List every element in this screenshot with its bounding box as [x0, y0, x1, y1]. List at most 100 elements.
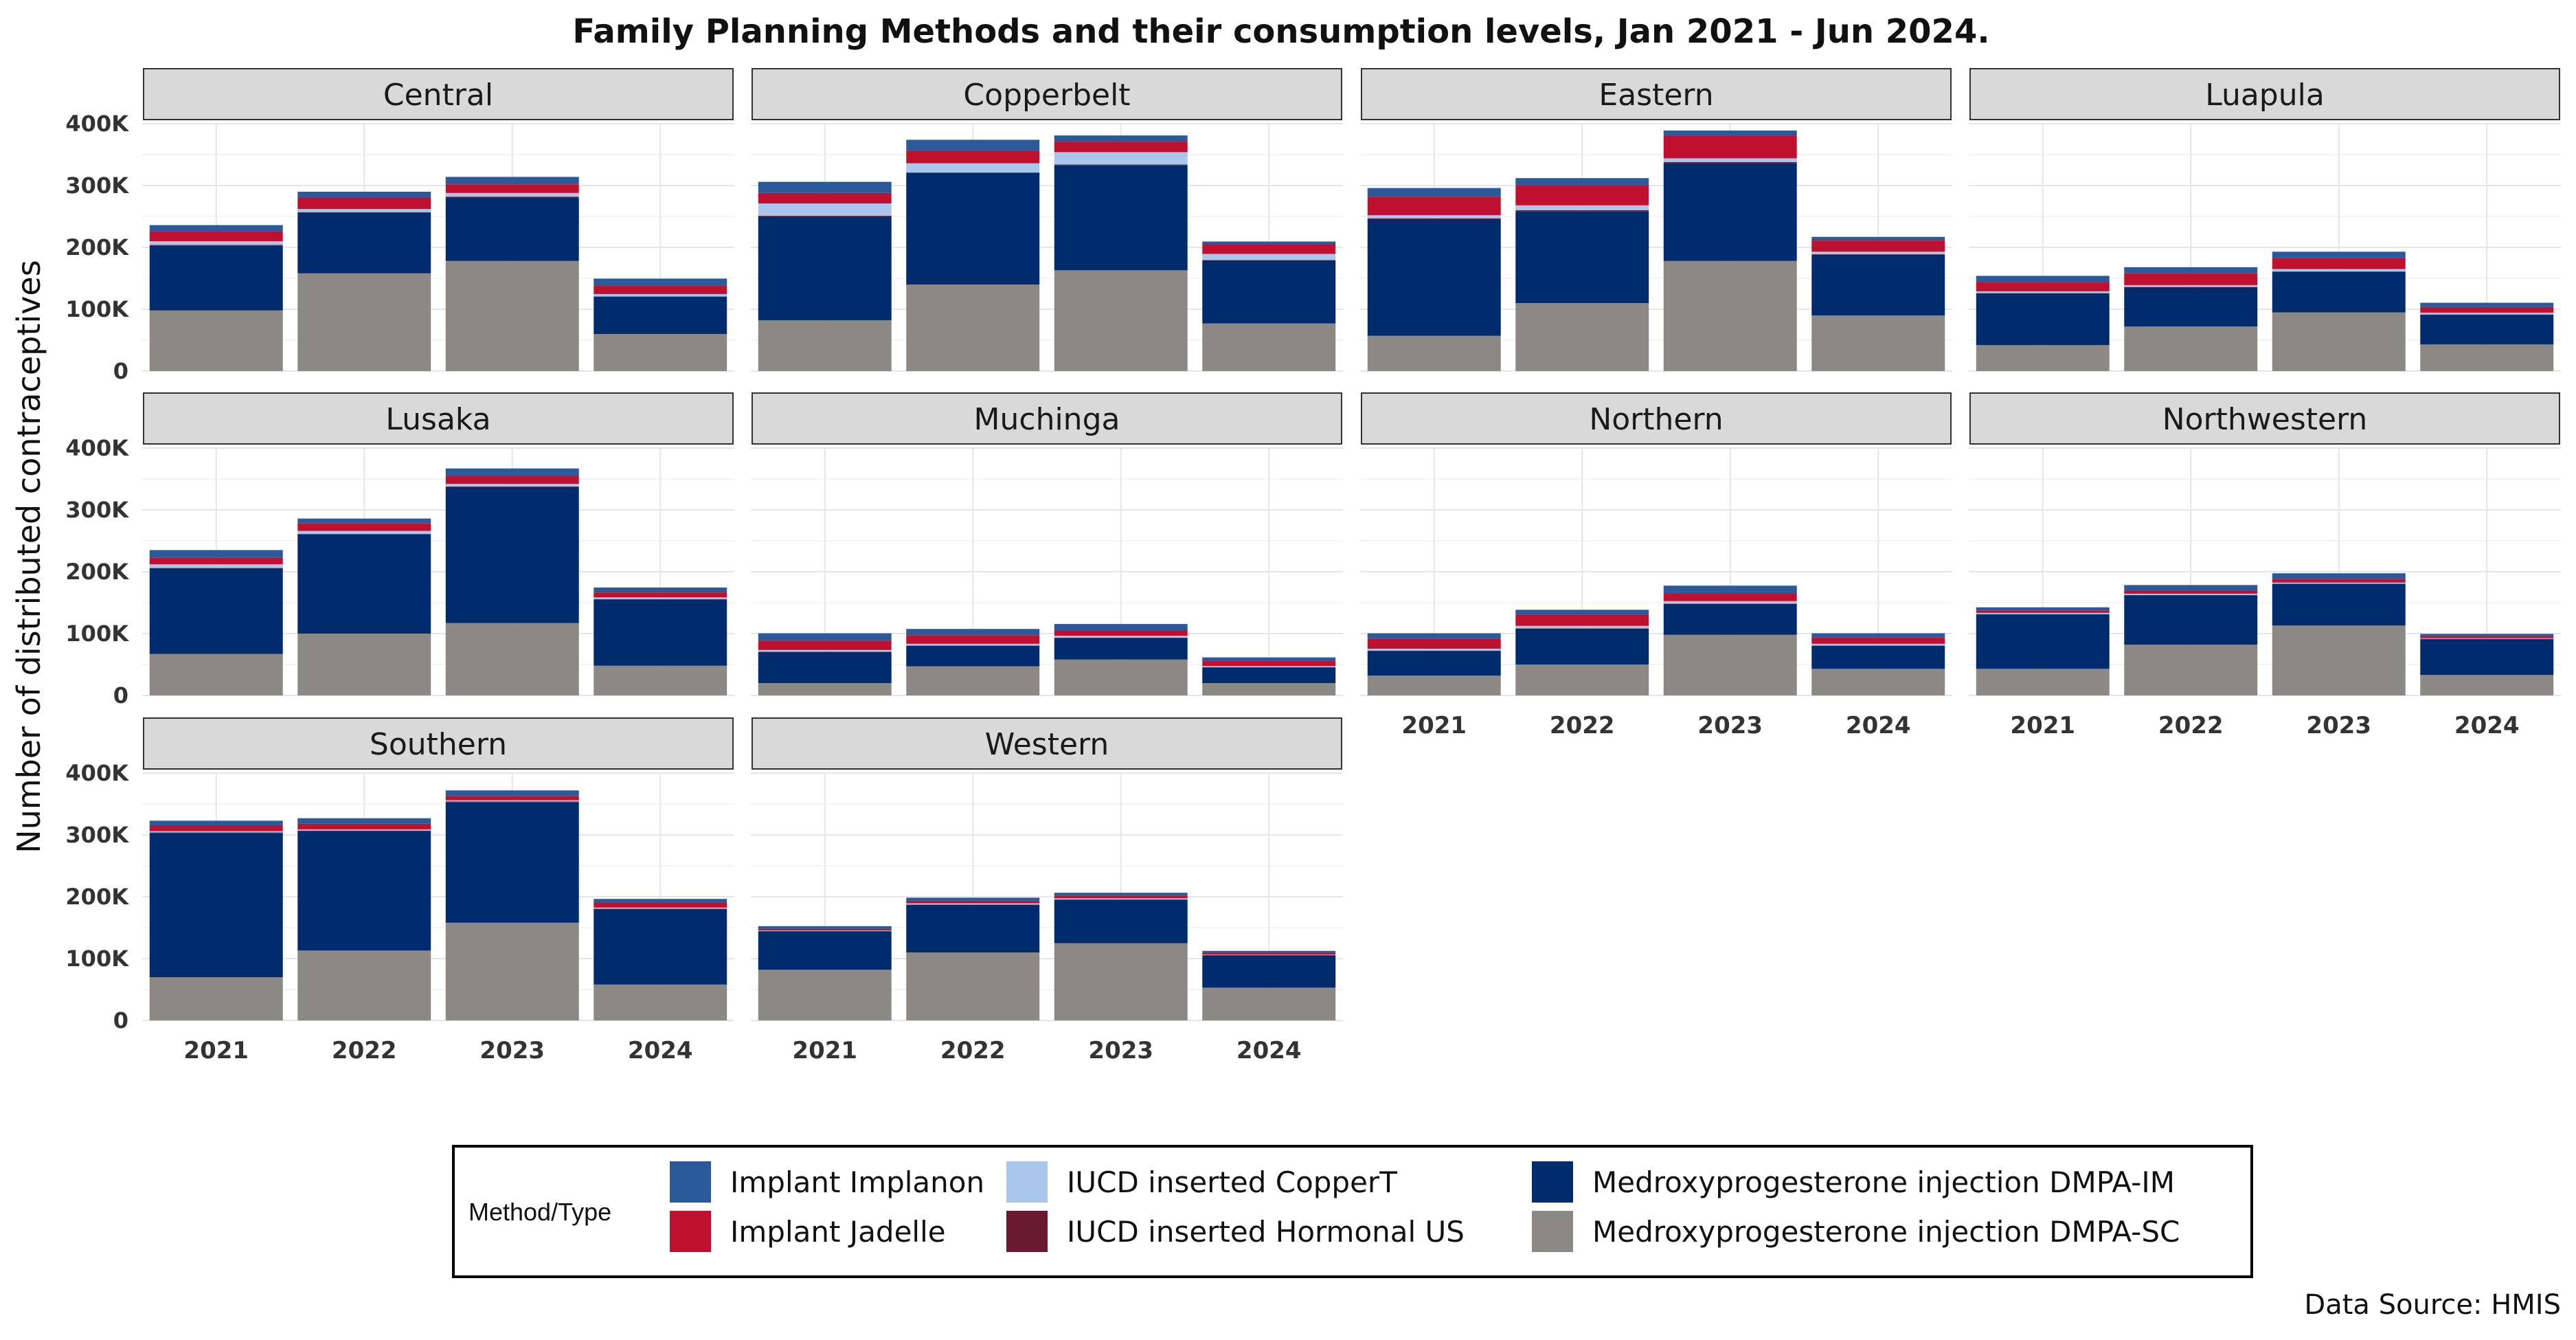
x-tick-label: 2021 — [183, 1037, 249, 1064]
panel-strip — [752, 68, 1342, 120]
bar-luapula-2022-medroxyprogesterone-injection-dmpa-sc — [2124, 326, 2258, 371]
bar-copperbelt-2021-medroxyprogesterone-injection-dmpa-im — [758, 216, 892, 321]
bar-northern-2022-medroxyprogesterone-injection-dmpa-sc — [1515, 665, 1649, 695]
y-tick-label: 400K — [65, 760, 129, 786]
panel-lusaka: Lusaka 0 100K 200K 300K 400K — [65, 392, 734, 708]
bar-central-2021-implant-implanon — [149, 225, 283, 232]
bar-eastern-2024-implant-jadelle — [1811, 241, 1945, 252]
bar-lusaka-2021-iucd-inserted-hormonal-us — [149, 568, 283, 569]
bar-northern-2024-implant-jadelle — [1811, 637, 1945, 644]
panel-strip — [752, 392, 1342, 445]
bar-lusaka-2022-implant-implanon — [297, 518, 431, 524]
bar-copperbelt-2022-iucd-inserted-coppert — [906, 163, 1040, 173]
bar-eastern-2021-implant-jadelle — [1367, 197, 1501, 216]
y-tick-label: 400K — [65, 111, 129, 137]
bar-central-2023-iucd-inserted-coppert — [445, 192, 579, 197]
bar-eastern-2023-iucd-inserted-coppert — [1663, 158, 1797, 162]
bar-lusaka-2023-medroxyprogesterone-injection-dmpa-sc — [445, 623, 579, 695]
bar-central-2023-implant-jadelle — [445, 184, 579, 193]
bar-copperbelt-2024-implant-implanon — [1202, 241, 1336, 245]
bar-copperbelt-2023-medroxyprogesterone-injection-dmpa-sc — [1054, 270, 1188, 371]
bar-muchinga-2024-implant-implanon — [1202, 657, 1336, 662]
bar-lusaka-2023-medroxyprogesterone-injection-dmpa-im — [445, 487, 579, 623]
x-tick-label: 2024 — [1236, 1037, 1302, 1064]
bar-northern-2021-medroxyprogesterone-injection-dmpa-im — [1367, 651, 1501, 676]
bar-central-2023-medroxyprogesterone-injection-dmpa-im — [445, 197, 579, 261]
bar-lusaka-2022-iucd-inserted-coppert — [297, 531, 431, 535]
bar-northwestern-2021-implant-jadelle — [1976, 610, 2110, 613]
bar-copperbelt-2022-implant-implanon — [906, 139, 1040, 151]
bar-central-2021-implant-jadelle — [149, 231, 283, 241]
bar-lusaka-2024-medroxyprogesterone-injection-dmpa-sc — [594, 665, 727, 695]
legend-key-medroxyprogesterone-injection-dmpa-sc — [1532, 1211, 1573, 1252]
bar-luapula-2023-medroxyprogesterone-injection-dmpa-sc — [2272, 312, 2406, 371]
bar-southern-2023-medroxyprogesterone-injection-dmpa-sc — [445, 922, 579, 1020]
bar-northern-2024-iucd-inserted-coppert — [1811, 643, 1945, 646]
bar-northern-2024-implant-implanon — [1811, 633, 1945, 638]
panels: Central 0 100K 200K 300K 400K Copperbelt Easter… — [65, 68, 2561, 1064]
bar-southern-2023-iucd-inserted-coppert — [445, 800, 579, 802]
bar-muchinga-2023-implant-implanon — [1054, 624, 1188, 631]
panel-southern: Southern 0 100K 200K 300K 400K 2021 2022 2023 202… — [65, 717, 734, 1064]
y-tick-label: 0 — [113, 358, 128, 384]
bar-muchinga-2022-implant-jadelle — [906, 635, 1040, 644]
bar-central-2021-iucd-inserted-coppert — [149, 241, 283, 245]
bar-southern-2024-implant-jadelle — [594, 902, 727, 908]
bar-luapula-2021-implant-jadelle — [1976, 282, 2110, 291]
bar-copperbelt-2024-medroxyprogesterone-injection-dmpa-sc — [1202, 323, 1336, 371]
panel-title: Luapula — [2205, 78, 2325, 113]
bar-northern-2022-medroxyprogesterone-injection-dmpa-im — [1515, 628, 1649, 665]
bar-northwestern-2022-iucd-inserted-coppert — [2124, 593, 2258, 595]
bar-western-2024-medroxyprogesterone-injection-dmpa-im — [1202, 955, 1336, 988]
legend-label-iucd-inserted-hormonal-us: IUCD inserted Hormonal US — [1067, 1215, 1465, 1249]
panel-strip — [143, 392, 734, 445]
bar-northwestern-2022-medroxyprogesterone-injection-dmpa-sc — [2124, 645, 2258, 695]
x-tick-label: 2022 — [332, 1037, 397, 1064]
bar-muchinga-2022-iucd-inserted-coppert — [906, 643, 1040, 646]
bar-central-2023-medroxyprogesterone-injection-dmpa-sc — [445, 260, 579, 371]
bar-western-2023-medroxyprogesterone-injection-dmpa-sc — [1054, 943, 1188, 1020]
bar-luapula-2024-medroxyprogesterone-injection-dmpa-sc — [2420, 344, 2554, 371]
bar-muchinga-2023-medroxyprogesterone-injection-dmpa-sc — [1054, 659, 1188, 695]
bar-southern-2021-iucd-inserted-hormonal-us — [149, 832, 283, 834]
bar-eastern-2023-medroxyprogesterone-injection-dmpa-im — [1663, 163, 1797, 261]
bar-copperbelt-2021-iucd-inserted-coppert — [758, 203, 892, 216]
bar-western-2021-implant-jadelle — [758, 928, 892, 931]
bar-eastern-2023-iucd-inserted-hormonal-us — [1663, 161, 1797, 164]
bar-central-2021-medroxyprogesterone-injection-dmpa-sc — [149, 310, 283, 371]
bar-lusaka-2021-implant-implanon — [149, 550, 283, 558]
bar-copperbelt-2022-medroxyprogesterone-injection-dmpa-sc — [906, 284, 1040, 371]
bar-northwestern-2021-medroxyprogesterone-injection-dmpa-im — [1976, 614, 2110, 669]
y-tick-label: 0 — [113, 682, 128, 708]
bar-muchinga-2024-iucd-inserted-coppert — [1202, 666, 1336, 668]
bar-central-2022-implant-implanon — [297, 192, 431, 198]
bar-western-2024-implant-implanon — [1202, 950, 1336, 953]
y-tick-label: 200K — [65, 884, 129, 910]
y-tick-label: 300K — [65, 172, 129, 199]
bar-western-2021-medroxyprogesterone-injection-dmpa-sc — [758, 970, 892, 1020]
bar-lusaka-2023-implant-implanon — [445, 468, 579, 476]
bar-copperbelt-2023-implant-implanon — [1054, 135, 1188, 142]
bar-northwestern-2024-medroxyprogesterone-injection-dmpa-sc — [2420, 675, 2554, 695]
bar-muchinga-2021-medroxyprogesterone-injection-dmpa-sc — [758, 683, 892, 695]
bar-southern-2021-medroxyprogesterone-injection-dmpa-sc — [149, 977, 283, 1020]
bar-luapula-2022-iucd-inserted-hormonal-us — [2124, 287, 2258, 288]
legend-label-medroxyprogesterone-injection-dmpa-im: Medroxyprogesterone injection DMPA-IM — [1592, 1165, 2175, 1199]
panel-northwestern: Northwestern 2021 2022 2023 2024 — [1969, 392, 2561, 739]
x-tick-label: 2023 — [1088, 1037, 1153, 1064]
bar-northwestern-2023-implant-jadelle — [2272, 579, 2406, 583]
bar-copperbelt-2021-implant-implanon — [758, 181, 892, 193]
bar-central-2022-implant-jadelle — [297, 198, 431, 210]
legend-key-implant-implanon — [670, 1161, 711, 1203]
y-tick-label: 100K — [65, 296, 129, 322]
bar-copperbelt-2023-iucd-inserted-hormonal-us — [1054, 164, 1188, 166]
panel-strip — [143, 717, 734, 770]
bar-eastern-2022-medroxyprogesterone-injection-dmpa-im — [1515, 211, 1649, 303]
bar-central-2024-implant-implanon — [594, 278, 727, 286]
legend: Method/Type Implant Implanon Implant Jadel… — [452, 1145, 2253, 1278]
bar-lusaka-2024-implant-implanon — [594, 587, 727, 593]
bar-lusaka-2024-medroxyprogesterone-injection-dmpa-im — [594, 599, 727, 666]
bar-lusaka-2021-iucd-inserted-coppert — [149, 564, 283, 568]
panel-western: Western 2021 2022 2023 2024 — [751, 717, 1343, 1064]
